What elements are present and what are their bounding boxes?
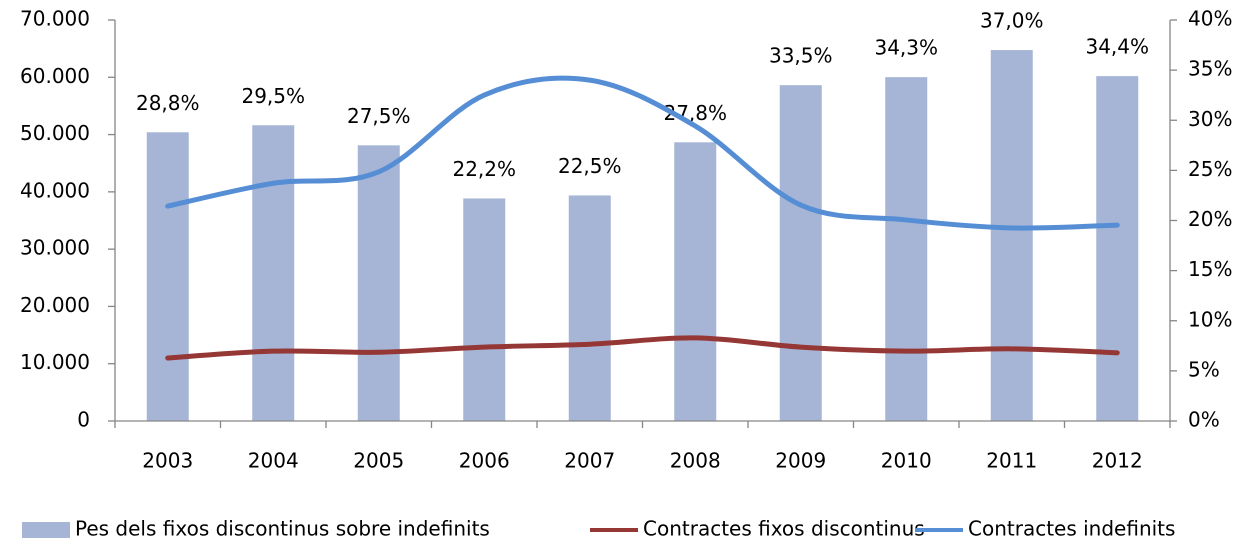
bar bbox=[568, 195, 611, 421]
x-tick-label: 2008 bbox=[670, 449, 721, 473]
legend-swatch bbox=[22, 522, 70, 538]
y2-tick-label: 35% bbox=[1188, 57, 1232, 81]
data-label: 29,5% bbox=[241, 84, 305, 108]
x-tick-label: 2004 bbox=[248, 449, 299, 473]
legend-label: Pes dels fixos discontinus sobre indefin… bbox=[75, 517, 490, 541]
x-tick-label: 2011 bbox=[986, 449, 1037, 473]
y2-tick-label: 25% bbox=[1188, 157, 1232, 181]
y2-tick-label: 0% bbox=[1188, 408, 1220, 432]
y-tick-label: 20.000 bbox=[20, 293, 90, 317]
legend-label: Contractes indefinits bbox=[968, 517, 1175, 541]
y-tick-label: 70.000 bbox=[20, 7, 90, 31]
bar bbox=[674, 142, 717, 421]
bar bbox=[252, 125, 295, 421]
y2-tick-label: 30% bbox=[1188, 107, 1232, 131]
x-tick-label: 2007 bbox=[564, 449, 615, 473]
y2-tick-label: 5% bbox=[1188, 357, 1220, 381]
x-tick-label: 2005 bbox=[353, 449, 404, 473]
bar bbox=[146, 132, 189, 421]
x-tick-label: 2006 bbox=[459, 449, 510, 473]
y2-tick-label: 10% bbox=[1188, 307, 1232, 331]
y-tick-label: 60.000 bbox=[20, 64, 90, 88]
bar bbox=[990, 50, 1033, 421]
line bbox=[165, 75, 1120, 231]
y2-tick-label: 40% bbox=[1188, 7, 1232, 31]
data-label: 22,2% bbox=[452, 157, 516, 181]
data-label: 28,8% bbox=[136, 91, 200, 115]
x-tick-label: 2009 bbox=[775, 449, 826, 473]
y-tick-label: 30.000 bbox=[20, 236, 90, 260]
data-label: 37,0% bbox=[980, 9, 1044, 33]
bar bbox=[779, 85, 822, 421]
data-label: 34,3% bbox=[874, 36, 938, 60]
data-label: 22,5% bbox=[558, 154, 622, 178]
y2-tick-label: 20% bbox=[1188, 207, 1232, 231]
bar bbox=[357, 145, 400, 421]
y-tick-label: 40.000 bbox=[20, 178, 90, 202]
x-tick-label: 2003 bbox=[142, 449, 193, 473]
y2-tick-label: 15% bbox=[1188, 257, 1232, 281]
data-label: 34,4% bbox=[1085, 35, 1149, 59]
y-tick-label: 50.000 bbox=[20, 121, 90, 145]
bar bbox=[463, 198, 506, 421]
y-tick-label: 0 bbox=[77, 408, 90, 432]
y-tick-label: 10.000 bbox=[20, 350, 90, 374]
data-label: 33,5% bbox=[769, 44, 833, 68]
line bbox=[165, 335, 1120, 361]
legend-label: Contractes fixos discontinus bbox=[643, 517, 925, 541]
data-label: 27,5% bbox=[347, 104, 411, 128]
x-tick-label: 2010 bbox=[881, 449, 932, 473]
bar bbox=[1096, 76, 1139, 421]
bar bbox=[885, 77, 928, 421]
x-tick-label: 2012 bbox=[1092, 449, 1143, 473]
